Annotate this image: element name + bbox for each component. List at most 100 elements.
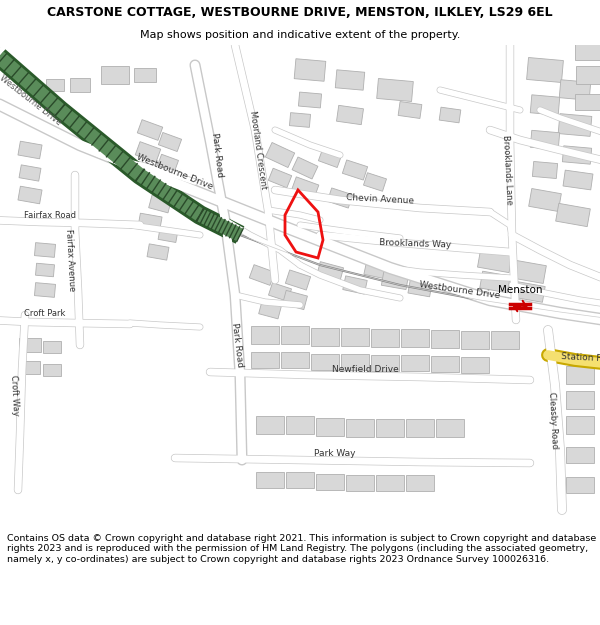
Polygon shape xyxy=(35,263,55,277)
Polygon shape xyxy=(335,70,365,90)
Text: Park Road: Park Road xyxy=(210,132,224,178)
Polygon shape xyxy=(532,161,557,179)
Polygon shape xyxy=(491,331,519,349)
Polygon shape xyxy=(259,301,281,319)
Polygon shape xyxy=(251,326,279,344)
Polygon shape xyxy=(401,355,429,371)
Polygon shape xyxy=(461,331,489,349)
Polygon shape xyxy=(566,416,594,434)
Polygon shape xyxy=(515,282,545,302)
Polygon shape xyxy=(265,142,295,168)
Polygon shape xyxy=(562,146,592,164)
Polygon shape xyxy=(157,154,179,172)
Polygon shape xyxy=(286,472,314,488)
Text: Station Road: Station Road xyxy=(561,352,600,364)
Polygon shape xyxy=(376,475,404,491)
Text: Fairfax Avenue: Fairfax Avenue xyxy=(64,229,76,291)
Polygon shape xyxy=(558,114,592,136)
Polygon shape xyxy=(559,80,591,100)
Polygon shape xyxy=(268,282,292,301)
Polygon shape xyxy=(311,328,339,346)
Text: Park Way: Park Way xyxy=(314,449,356,458)
Polygon shape xyxy=(286,416,314,434)
Text: Croft Way: Croft Way xyxy=(10,374,20,416)
Polygon shape xyxy=(294,59,326,81)
Polygon shape xyxy=(566,366,594,384)
Polygon shape xyxy=(137,119,163,141)
Polygon shape xyxy=(43,364,61,376)
Polygon shape xyxy=(70,78,90,92)
Polygon shape xyxy=(576,66,600,84)
Polygon shape xyxy=(19,165,41,181)
Polygon shape xyxy=(406,475,434,491)
Text: Westbourne Drive: Westbourne Drive xyxy=(136,152,214,191)
Polygon shape xyxy=(343,160,368,180)
Polygon shape xyxy=(291,177,319,199)
Text: Westbourne Drive: Westbourne Drive xyxy=(419,280,501,300)
Polygon shape xyxy=(436,419,464,437)
Polygon shape xyxy=(316,262,344,282)
Polygon shape xyxy=(431,330,459,348)
Polygon shape xyxy=(281,326,309,344)
Polygon shape xyxy=(371,355,399,371)
Polygon shape xyxy=(341,354,369,370)
Polygon shape xyxy=(138,213,162,231)
Text: Contains OS data © Crown copyright and database right 2021. This information is : Contains OS data © Crown copyright and d… xyxy=(7,534,596,564)
Polygon shape xyxy=(364,262,386,278)
Text: Map shows position and indicative extent of the property.: Map shows position and indicative extent… xyxy=(140,30,460,40)
Text: CARSTONE COTTAGE, WESTBOURNE DRIVE, MENSTON, ILKLEY, LS29 6EL: CARSTONE COTTAGE, WESTBOURNE DRIVE, MENS… xyxy=(47,6,553,19)
Polygon shape xyxy=(251,352,279,368)
Text: Brooklands Lane: Brooklands Lane xyxy=(500,135,514,205)
Polygon shape xyxy=(364,173,386,191)
Polygon shape xyxy=(341,328,369,346)
Polygon shape xyxy=(292,157,318,179)
Polygon shape xyxy=(158,228,178,242)
Polygon shape xyxy=(46,79,64,91)
Polygon shape xyxy=(346,419,374,437)
Polygon shape xyxy=(18,141,42,159)
Polygon shape xyxy=(566,447,594,463)
Polygon shape xyxy=(408,279,432,297)
Polygon shape xyxy=(18,186,42,204)
Polygon shape xyxy=(566,477,594,493)
Polygon shape xyxy=(530,130,560,150)
Polygon shape xyxy=(406,419,434,437)
Polygon shape xyxy=(142,172,168,192)
Polygon shape xyxy=(101,66,129,84)
Polygon shape xyxy=(566,391,594,409)
Polygon shape xyxy=(256,472,284,488)
Polygon shape xyxy=(256,416,284,434)
Polygon shape xyxy=(376,419,404,437)
Polygon shape xyxy=(527,58,563,82)
Polygon shape xyxy=(19,338,41,352)
Text: Chevin Avenue: Chevin Avenue xyxy=(346,192,414,205)
Text: Newfield Drive: Newfield Drive xyxy=(332,366,398,374)
Polygon shape xyxy=(439,107,461,123)
Polygon shape xyxy=(563,170,593,190)
Polygon shape xyxy=(316,474,344,490)
Polygon shape xyxy=(401,329,429,347)
Polygon shape xyxy=(343,276,367,294)
Polygon shape xyxy=(480,271,510,292)
Polygon shape xyxy=(134,68,156,82)
Polygon shape xyxy=(283,291,307,309)
Polygon shape xyxy=(43,341,61,353)
Polygon shape xyxy=(529,189,562,211)
Polygon shape xyxy=(286,270,311,290)
Polygon shape xyxy=(319,149,341,168)
Polygon shape xyxy=(289,112,311,128)
Polygon shape xyxy=(249,264,275,286)
Polygon shape xyxy=(377,79,413,101)
Polygon shape xyxy=(337,106,364,124)
Polygon shape xyxy=(575,94,600,110)
Text: Cleasby Road: Cleasby Road xyxy=(547,391,559,449)
Polygon shape xyxy=(281,352,309,368)
Polygon shape xyxy=(328,188,353,208)
Polygon shape xyxy=(311,354,339,370)
Polygon shape xyxy=(34,242,56,258)
Text: Fairfax Road: Fairfax Road xyxy=(24,211,76,219)
Polygon shape xyxy=(530,95,560,115)
Polygon shape xyxy=(478,248,512,272)
Polygon shape xyxy=(371,329,399,347)
Polygon shape xyxy=(316,418,344,436)
